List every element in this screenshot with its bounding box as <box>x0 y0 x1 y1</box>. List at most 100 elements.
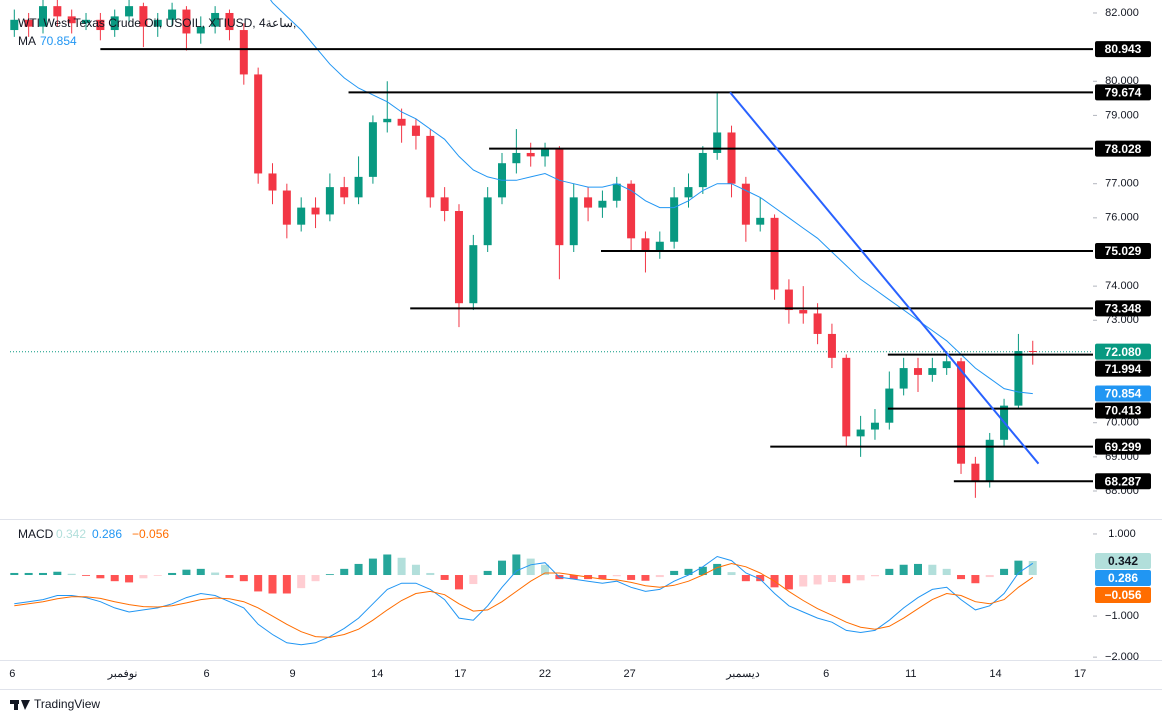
candle-body <box>426 135 435 198</box>
macd-histogram-bar <box>727 572 736 576</box>
level-label: 80.943 <box>1105 42 1142 56</box>
macd-histogram-bar <box>670 570 679 576</box>
level-box <box>1095 438 1151 455</box>
ma-line <box>270 0 1033 395</box>
macd-histogram-bar <box>411 564 420 576</box>
macd-histogram-bar <box>526 558 535 576</box>
x-tick-label: 14 <box>371 668 383 680</box>
y-tick-label: 77.000 <box>1105 178 1139 190</box>
macd-histogram-bar <box>627 575 636 580</box>
x-tick-label: 6 <box>823 668 829 680</box>
y-tick-label: 80.000 <box>1105 75 1139 87</box>
candle-body <box>168 9 177 20</box>
level-label: 73.348 <box>1105 302 1142 316</box>
macd-y-tick-label: 1.000 <box>1108 528 1136 540</box>
candle-body <box>913 368 922 375</box>
macd-histogram-bar <box>354 563 363 576</box>
macd-histogram-bar <box>713 563 722 576</box>
candle-body <box>96 19 105 31</box>
macd-histogram-bar <box>38 572 47 576</box>
candle-body <box>153 19 162 27</box>
last-price-label: 72.080 <box>1105 345 1142 359</box>
macd-histogram-bar <box>139 575 148 579</box>
level-box <box>1095 402 1151 419</box>
candle-body <box>784 289 793 311</box>
x-tick-label: 14 <box>989 668 1001 680</box>
level-label: 79.674 <box>1105 86 1142 100</box>
macd-histogram-bar <box>641 575 650 581</box>
candle-body <box>24 19 33 27</box>
macd-histogram-bar <box>741 575 750 582</box>
macd-histogram-bar <box>684 568 693 576</box>
macd-histogram-bar <box>225 575 234 578</box>
macd-line <box>14 555 1034 646</box>
macd-histogram-bar <box>799 575 808 587</box>
level-box <box>1095 300 1151 317</box>
ma-value-label: 70.854 <box>1105 387 1142 401</box>
macd-histogram-bar <box>182 569 191 576</box>
x-tick-label: 17 <box>454 668 466 680</box>
macd-legend-name: MACD <box>18 527 54 541</box>
candle-body <box>125 6 134 17</box>
macd-histogram-bar <box>282 575 291 594</box>
candle-body <box>627 183 636 239</box>
candle-body <box>411 125 420 136</box>
macd-histogram-bar <box>928 564 937 576</box>
macd-histogram-bar <box>1014 560 1023 576</box>
y-tick-label: 73.000 <box>1105 314 1139 326</box>
macd-histogram-bar <box>698 566 707 576</box>
candle-body <box>756 217 765 225</box>
candle-body <box>698 152 707 188</box>
candle-body <box>885 388 894 423</box>
signal-value-box <box>1095 586 1151 603</box>
candle-body <box>655 241 664 252</box>
macd-value-box <box>1095 569 1151 586</box>
macd-histogram-bar <box>168 572 177 576</box>
candle-body <box>684 187 693 198</box>
level-label: 78.028 <box>1105 142 1142 156</box>
candle-body <box>254 74 263 174</box>
macd-histogram-bar <box>885 568 894 576</box>
macd-histogram-bar <box>1000 568 1009 576</box>
axes: 82.000 80.000 79.000 77.000 76.000 74.000 73.0… <box>9 7 1151 680</box>
x-tick-label: 17 <box>1074 668 1086 680</box>
macd-histogram-bar <box>899 564 908 576</box>
candle-body <box>842 357 851 437</box>
candle-body <box>397 118 406 126</box>
macd-histogram-bar <box>454 575 463 590</box>
logo-part <box>21 700 30 710</box>
x-tick-label: 9 <box>290 668 296 680</box>
candle-body <box>957 361 966 464</box>
macd-histogram-bar <box>110 575 119 582</box>
macd-histogram-bar <box>268 575 277 594</box>
macd-histogram-bar <box>569 575 578 580</box>
candle-body <box>38 6 47 27</box>
level-box <box>1095 41 1151 58</box>
macd-histogram-bar <box>397 557 406 576</box>
candle-body <box>383 118 392 123</box>
macd-histogram-value-box <box>1095 552 1151 569</box>
ma-legend-name: MA <box>18 34 36 48</box>
candle-body <box>282 190 291 225</box>
x-tick-label: 22 <box>539 668 551 680</box>
macd-legend-histogram: 0.342 <box>56 527 86 541</box>
level-label: 68.287 <box>1105 474 1142 488</box>
macd-legend-signal: −0.056 <box>132 527 169 541</box>
macd-histogram-bar <box>53 571 62 576</box>
macd-histogram-bar <box>942 568 951 576</box>
macd-histogram-bar <box>483 570 492 576</box>
y-tick-label: 82.000 <box>1105 7 1139 19</box>
macd-histogram-bar <box>469 575 478 585</box>
candle-body <box>82 19 91 24</box>
macd-histogram-bar <box>971 575 980 584</box>
level-label: 71.994 <box>1105 362 1142 376</box>
macd-histogram-bar <box>311 575 320 582</box>
x-tick-label: نوفمبر <box>107 668 138 680</box>
level-box <box>1095 473 1151 490</box>
candle-body <box>713 132 722 153</box>
candle-body <box>928 368 937 375</box>
level-box <box>1095 140 1151 157</box>
macd-y-tick-label: −2.000 <box>1105 651 1139 663</box>
candle-body <box>53 6 62 17</box>
